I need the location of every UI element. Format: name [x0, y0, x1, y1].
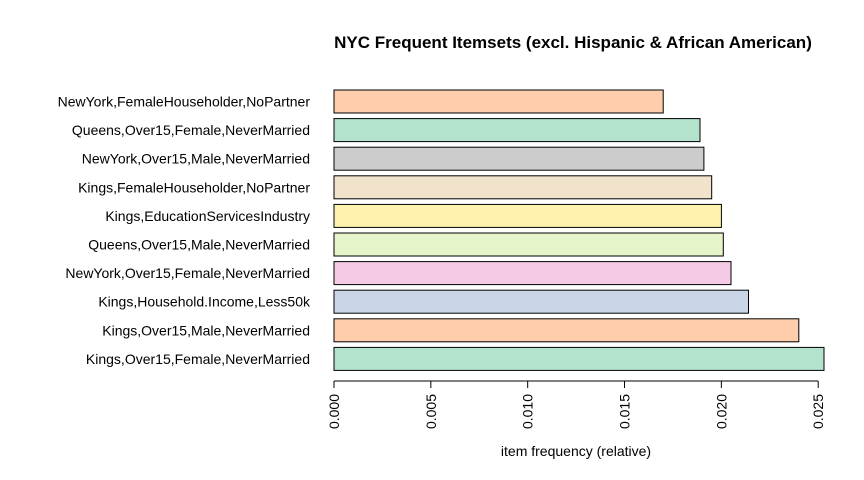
x-axis-label: item frequency (relative) — [501, 443, 651, 459]
bar — [333, 118, 701, 143]
bars-group — [333, 89, 825, 371]
category-label: Kings,Over15,Male,NeverMarried — [102, 322, 310, 338]
chart-title: NYC Frequent Itemsets (excl. Hispanic & … — [334, 33, 812, 52]
category-label: NewYork,Over15,Female,NeverMarried — [65, 265, 310, 281]
category-label: Queens,Over15,Male,NeverMarried — [88, 237, 310, 253]
x-axis: 0.000 0.005 0.010 0.015 0.020 0.025 — [326, 380, 826, 429]
x-tick-label: 0.025 — [810, 394, 826, 429]
category-label: NewYork,Over15,Male,NeverMarried — [82, 151, 310, 167]
category-label: Kings,Household.Income,Less50k — [98, 294, 311, 310]
category-labels: NewYork,FemaleHouseholder,NoPartner Queen… — [58, 94, 311, 367]
bar — [333, 203, 722, 228]
category-label: Kings,Over15,Female,NeverMarried — [86, 351, 310, 367]
category-label: NewYork,FemaleHouseholder,NoPartner — [58, 94, 311, 110]
bar — [333, 175, 713, 200]
x-tick-label: 0.005 — [423, 394, 439, 429]
bar — [333, 346, 825, 371]
bar — [333, 89, 664, 114]
x-tick-label: 0.000 — [326, 394, 342, 429]
x-tick-label: 0.010 — [520, 394, 536, 429]
category-label: Kings,FemaleHouseholder,NoPartner — [78, 179, 310, 195]
bar — [333, 318, 800, 343]
bar — [333, 261, 732, 286]
category-label: Kings,EducationServicesIndustry — [105, 208, 310, 224]
bar — [333, 232, 724, 257]
category-label: Queens,Over15,Female,NeverMarried — [72, 122, 310, 138]
x-tick-label: 0.020 — [713, 394, 729, 429]
bar — [333, 146, 705, 171]
bar — [333, 289, 749, 314]
x-tick-label: 0.015 — [617, 394, 633, 429]
